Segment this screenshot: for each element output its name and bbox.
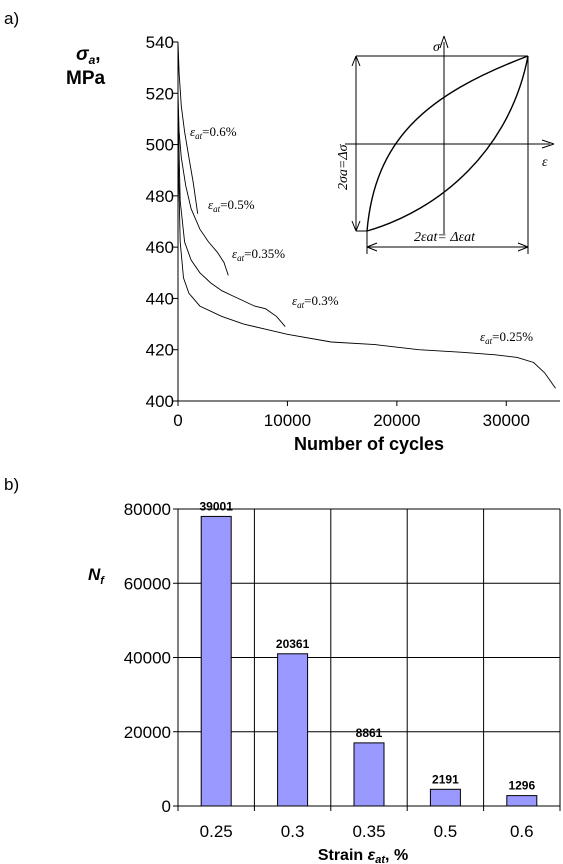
panel-b-label: b) bbox=[4, 475, 19, 494]
curve-label-0.35: εat=0.35% bbox=[232, 246, 285, 263]
panel-a-x-ticks: 0 10000 20000 30000 bbox=[173, 401, 530, 430]
inset-epsilon-label: ε bbox=[542, 155, 548, 170]
curve-label-0.3: εat=0.3% bbox=[292, 293, 339, 310]
panel-b-data-labels: 39001 20361 8861 2191 1296 bbox=[200, 499, 536, 792]
inset-dim-vertical-arrows bbox=[351, 55, 361, 232]
panel-a-ytick-label: 460 bbox=[146, 238, 174, 257]
ylabel-sub: a bbox=[89, 53, 96, 67]
panel-a-ylabel: σa, bbox=[76, 44, 101, 67]
panel-a-ytick-label: 520 bbox=[146, 84, 174, 103]
panel-b-bar-0.35 bbox=[353, 742, 385, 807]
panel-a-series bbox=[177, 41, 556, 389]
panel-a-ytick-label: 500 bbox=[146, 136, 174, 155]
curve-label-0.5: εat=0.5% bbox=[208, 197, 255, 214]
panel-b-ytick-label: 0 bbox=[162, 797, 171, 816]
panel-a-series-line-4 bbox=[177, 144, 556, 389]
curve-label-0.25: εat=0.25% bbox=[480, 329, 533, 346]
panel-a-chart: 400 420 440 460 480 500 520 540 0 10000 20000 3000… bbox=[66, 33, 560, 454]
inset-loop-upper bbox=[366, 55, 529, 232]
panel-b-bars bbox=[200, 515, 538, 807]
panel-a-ylabel-unit: MPa bbox=[66, 68, 106, 89]
inset-loop-lower bbox=[366, 55, 529, 232]
curve-label-0.6: εat=0.6% bbox=[190, 124, 237, 141]
panel-b-chart: 39001 20361 8861 2191 1296 0 20000 40000 60000 8… bbox=[88, 499, 561, 864]
panel-b-bar-0.25 bbox=[200, 515, 232, 807]
panel-b-bar-0.5 bbox=[429, 788, 461, 807]
panel-b-xtick-label: 0.25 bbox=[200, 822, 233, 841]
panel-a-series-line-1 bbox=[177, 41, 199, 214]
panel-b-xlabel: Strain εat, % bbox=[318, 847, 408, 864]
panel-a-xtick-label: 10000 bbox=[264, 411, 311, 430]
panel-a-ytick-label: 440 bbox=[146, 289, 174, 308]
panel-a-series-line-2 bbox=[177, 93, 229, 276]
panel-b-ylabel: Nf bbox=[88, 565, 105, 587]
panel-a-ytick-label: 400 bbox=[146, 392, 174, 411]
panel-a-xtick-label: 30000 bbox=[483, 411, 530, 430]
panel-b-data-label: 1296 bbox=[508, 779, 535, 793]
panel-a-label: a) bbox=[4, 9, 19, 28]
ylabel-symbol: σ bbox=[76, 44, 90, 65]
panel-a-xtick-label: 0 bbox=[173, 411, 182, 430]
panel-b-ytick-label: 40000 bbox=[124, 649, 171, 668]
panel-a-series-line-3 bbox=[177, 106, 286, 327]
panel-b-grid bbox=[177, 508, 561, 807]
panel-a-xlabel: Number of cycles bbox=[294, 434, 444, 454]
panel-a-ytick-label: 540 bbox=[146, 33, 174, 52]
panel-b-data-label: 8861 bbox=[356, 726, 383, 740]
panel-b-y-ticks: 0 20000 40000 60000 80000 bbox=[124, 500, 178, 816]
inset-sigma-label: σ bbox=[433, 40, 441, 55]
panel-a-ytick-label: 420 bbox=[146, 341, 174, 360]
panel-b-xtick-label: 0.5 bbox=[434, 822, 458, 841]
panel-b-data-label: 2191 bbox=[432, 772, 459, 786]
panel-a-ytick-label: 480 bbox=[146, 187, 174, 206]
panel-b-x-ticks: 0.25 0.3 0.35 0.5 0.6 bbox=[177, 806, 561, 841]
panel-b-data-label: 39001 bbox=[200, 499, 234, 513]
panel-b-xtick-label: 0.35 bbox=[352, 822, 385, 841]
panel-b-bar-0.6 bbox=[506, 795, 538, 807]
panel-b-xtick-label: 0.3 bbox=[281, 822, 305, 841]
panel-b-ytick-label: 60000 bbox=[124, 574, 171, 593]
panel-b-xtick-label: 0.6 bbox=[510, 822, 534, 841]
inset-horizontal-label: 2εat= Δεat bbox=[414, 230, 476, 245]
inset-epsilon-arrow bbox=[541, 139, 555, 149]
inset-sigma-arrow bbox=[439, 35, 449, 49]
panel-b-ytick-label: 80000 bbox=[124, 500, 171, 519]
panel-b-ytick-label: 20000 bbox=[124, 723, 171, 742]
panel-a-xtick-label: 20000 bbox=[373, 411, 420, 430]
panel-a-y-ticks: 400 420 440 460 480 500 520 540 bbox=[146, 33, 178, 411]
inset-dim-horizontal-arrows bbox=[366, 242, 529, 252]
hysteresis-inset bbox=[345, 35, 555, 254]
inset-vertical-label: 2σa=Δσ bbox=[336, 143, 351, 190]
panel-b-data-label: 20361 bbox=[276, 637, 310, 651]
panel-b-bar-0.3 bbox=[277, 653, 309, 807]
ylabel-comma: , bbox=[95, 44, 100, 65]
